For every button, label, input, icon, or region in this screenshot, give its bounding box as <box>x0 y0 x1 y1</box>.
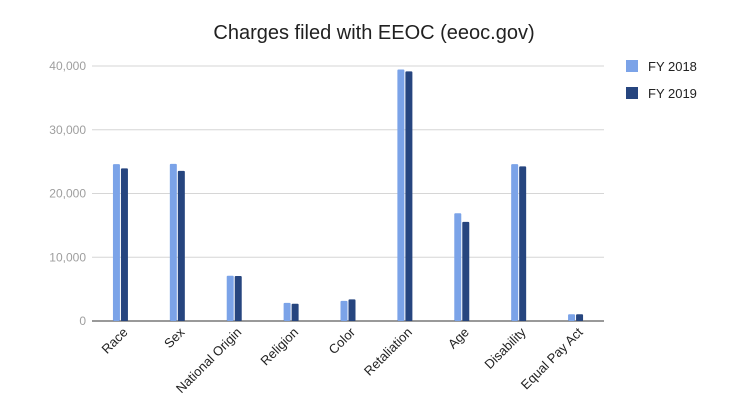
bar-retaliation-fy-2019 <box>405 71 413 321</box>
x-tick-label: Color <box>326 324 359 357</box>
bar-religion-fy-2018 <box>283 302 291 321</box>
bar-race-fy-2018 <box>112 164 120 321</box>
gridlines <box>92 65 604 322</box>
y-tick-label: 0 <box>79 314 86 328</box>
y-axis: 0 10,000 20,000 30,000 40,000 <box>49 59 86 328</box>
bar-equal-pay-act-fy-2019 <box>576 314 584 321</box>
bar-sex-fy-2019 <box>177 170 185 321</box>
bar-age-fy-2019 <box>462 221 470 321</box>
bars <box>112 69 584 321</box>
bar-disability-fy-2019 <box>519 166 527 321</box>
bar-color-fy-2018 <box>340 300 348 321</box>
legend-swatch <box>626 60 638 72</box>
bar-religion-fy-2019 <box>291 303 299 321</box>
x-tick-label: Retaliation <box>361 325 415 379</box>
legend-label: FY 2019 <box>648 86 697 101</box>
bar-retaliation-fy-2018 <box>397 69 405 321</box>
legend-label: FY 2018 <box>648 59 697 74</box>
chart-title: Charges filed with EEOC (eeoc.gov) <box>213 22 534 44</box>
bar-age-fy-2018 <box>454 213 462 321</box>
legend-swatch <box>626 87 638 99</box>
bar-color-fy-2019 <box>348 299 356 321</box>
bar-national-origin-fy-2018 <box>226 275 234 321</box>
bar-race-fy-2019 <box>120 168 128 321</box>
bar-disability-fy-2018 <box>511 164 519 321</box>
y-tick-label: 20,000 <box>49 187 86 201</box>
x-tick-label: Race <box>98 325 130 357</box>
x-tick-label: Disability <box>481 324 529 372</box>
x-tick-label: Religion <box>257 325 301 369</box>
x-tick-label: Age <box>445 325 472 352</box>
bar-sex-fy-2018 <box>169 163 177 321</box>
x-tick-label: Sex <box>161 324 188 351</box>
y-tick-label: 40,000 <box>49 59 86 73</box>
bar-equal-pay-act-fy-2018 <box>568 314 576 321</box>
bar-national-origin-fy-2019 <box>234 276 242 321</box>
legend: FY 2018 FY 2019 <box>626 59 697 101</box>
y-tick-label: 30,000 <box>49 123 86 137</box>
y-tick-label: 10,000 <box>49 250 86 264</box>
